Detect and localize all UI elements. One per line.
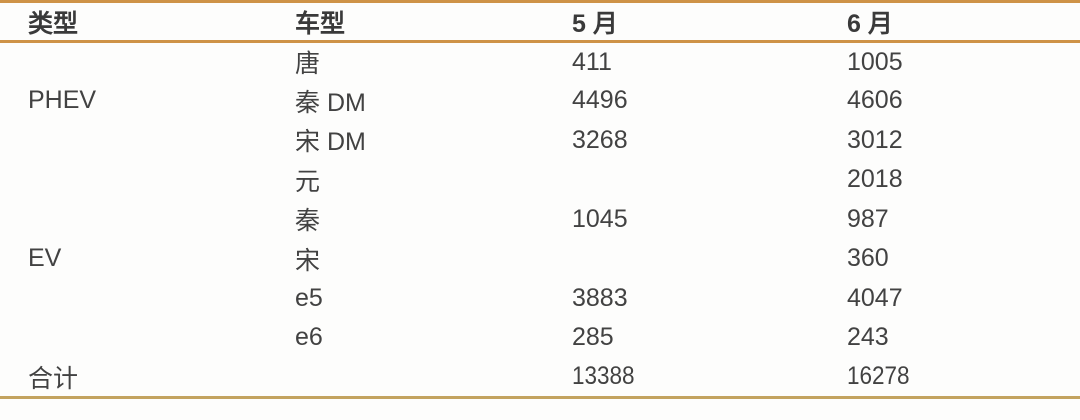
cell-may-value: 1045: [572, 204, 628, 233]
table-row: 元 2018: [0, 160, 1080, 200]
cell-june-value: 4606: [847, 86, 903, 115]
cell-june-value: 3012: [847, 125, 903, 154]
cell-may-value: 411: [572, 47, 612, 76]
header-row: 类型 车型 5 月 6 月: [0, 2, 1080, 42]
col-header-model: 车型: [295, 9, 346, 38]
cell-june-value: 243: [847, 323, 889, 352]
cell-june-value: 4047: [847, 283, 903, 312]
cell-june-value: 360: [847, 244, 889, 273]
total-june-value: 16278: [819, 358, 1080, 398]
cell-model: e6: [295, 323, 323, 352]
table-row: 秦 1045 987: [0, 200, 1080, 240]
col-header-june: 6 月: [847, 9, 893, 38]
vehicle-sales-table: 类型 车型 5 月 6 月 唐 411 1005 PHEV 秦 DM 4496 …: [0, 0, 1080, 398]
total-label: 合计: [28, 364, 79, 393]
table-header: 类型 车型 5 月 6 月: [0, 2, 1080, 42]
table-row: EV 宋 360: [0, 239, 1080, 279]
cell-type: [0, 318, 267, 358]
cell-type: [0, 160, 267, 200]
cell-model: 宋: [295, 246, 321, 275]
cell-type: [0, 42, 267, 82]
total-may-number: 13388: [572, 362, 635, 390]
total-model-cell: [267, 358, 544, 398]
cell-june-value: 1005: [847, 47, 903, 76]
cell-may-value: [544, 239, 819, 279]
cell-model: 秦 DM: [295, 88, 366, 117]
cell-model: e5: [295, 283, 323, 312]
cell-model: 唐: [295, 50, 321, 78]
total-june-number: 16278: [847, 362, 910, 390]
cell-may-value: 3883: [572, 283, 628, 312]
table-row: 宋 DM 3268 3012: [0, 121, 1080, 161]
cell-model: 宋 DM: [295, 128, 366, 157]
cell-may-value: 285: [572, 323, 614, 352]
cell-model: 秦: [295, 207, 321, 236]
cell-june-value: 2018: [847, 165, 903, 194]
col-header-may: 5 月: [572, 9, 618, 38]
table-body: 唐 411 1005 PHEV 秦 DM 4496 4606 宋 DM 3268…: [0, 42, 1080, 398]
table-row: e6 285 243: [0, 318, 1080, 358]
cell-type: PHEV: [28, 86, 97, 115]
cell-june-value: 987: [847, 204, 889, 233]
total-row: 合计 13388 16278: [0, 358, 1080, 398]
table-row: e5 3883 4047: [0, 279, 1080, 319]
cell-type: EV: [28, 244, 62, 273]
cell-may-value: 4496: [572, 86, 628, 115]
cell-may-value: 3268: [572, 125, 628, 154]
cell-type: [0, 279, 267, 319]
cell-type: [0, 121, 267, 161]
cell-may-value: [544, 160, 819, 200]
total-may-value: 13388: [544, 358, 819, 398]
cell-model: 元: [295, 167, 321, 196]
table-row: 唐 411 1005: [0, 42, 1080, 82]
table-row: PHEV 秦 DM 4496 4606: [0, 81, 1080, 121]
col-header-type: 类型: [28, 9, 79, 38]
cell-type: [0, 200, 267, 240]
